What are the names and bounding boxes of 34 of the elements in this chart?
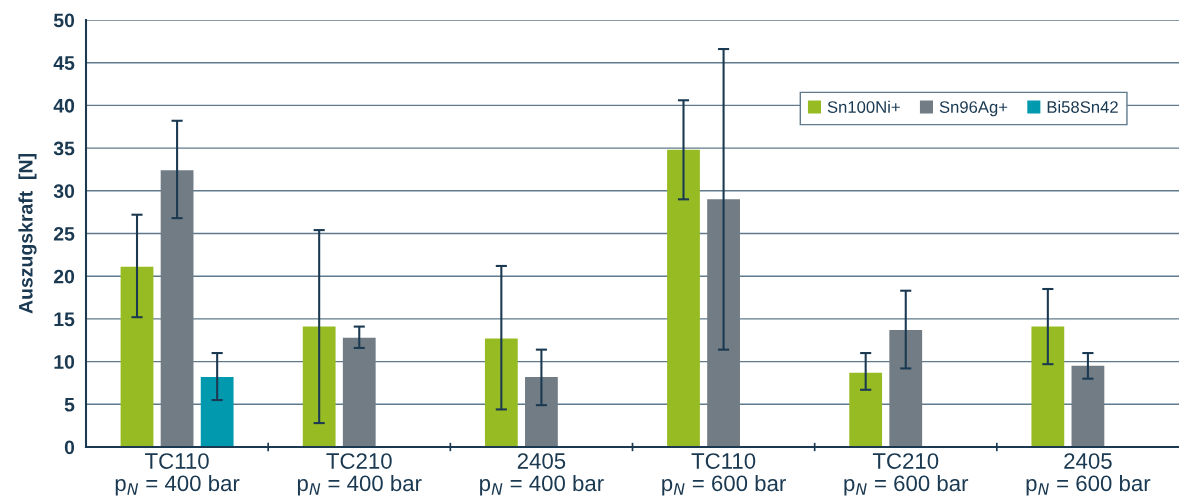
bar bbox=[200, 376, 234, 447]
bar bbox=[849, 372, 883, 447]
bar bbox=[302, 326, 336, 447]
y-tick-label: 45 bbox=[53, 56, 75, 70]
y-tick-label: 5 bbox=[64, 397, 75, 412]
x-tick-label: TC110 p$_{N}$ = 600 bar bbox=[662, 453, 786, 496]
legend-label: Sn100Ni+ bbox=[827, 100, 900, 113]
bar bbox=[160, 170, 194, 447]
category-label: 2405 p$_{N}$ = 600 bar bbox=[1026, 453, 1151, 496]
x-tick-label: TC210 p$_{N}$ = 400 bar bbox=[297, 453, 422, 496]
bar bbox=[484, 338, 518, 447]
x-tick-label: TC110 p$_{N}$ = 400 bar bbox=[115, 453, 240, 496]
x-tick-label: TC210 p$_{N}$ = 600 bar bbox=[844, 453, 969, 496]
y-axis-title: Auszugskraft [N] bbox=[18, 154, 37, 314]
category-label: 2405 p$_{N}$ = 400 bar bbox=[480, 453, 604, 496]
bar bbox=[1071, 365, 1105, 447]
legend-label: Bi58Sn42 bbox=[1047, 100, 1118, 113]
y-tick-label: 0 bbox=[64, 440, 75, 455]
y-tick-label: 15 bbox=[54, 312, 75, 327]
bar bbox=[525, 376, 558, 447]
y-tick-label: 50 bbox=[53, 13, 75, 28]
y-tick-label: 40 bbox=[53, 98, 75, 113]
bar bbox=[667, 149, 700, 447]
legend-label: Sn96Ag+ bbox=[939, 101, 1008, 117]
bar bbox=[707, 199, 740, 447]
bar bbox=[889, 330, 923, 447]
bar bbox=[342, 337, 376, 447]
y-tick-label: 10 bbox=[54, 355, 75, 369]
y-tick-label: 30 bbox=[53, 184, 75, 199]
y-tick-label: 35 bbox=[53, 141, 75, 156]
bar bbox=[1031, 326, 1065, 447]
y-tick-label: 25 bbox=[53, 226, 75, 241]
y-tick-label: 20 bbox=[53, 269, 75, 284]
bar bbox=[120, 266, 154, 447]
